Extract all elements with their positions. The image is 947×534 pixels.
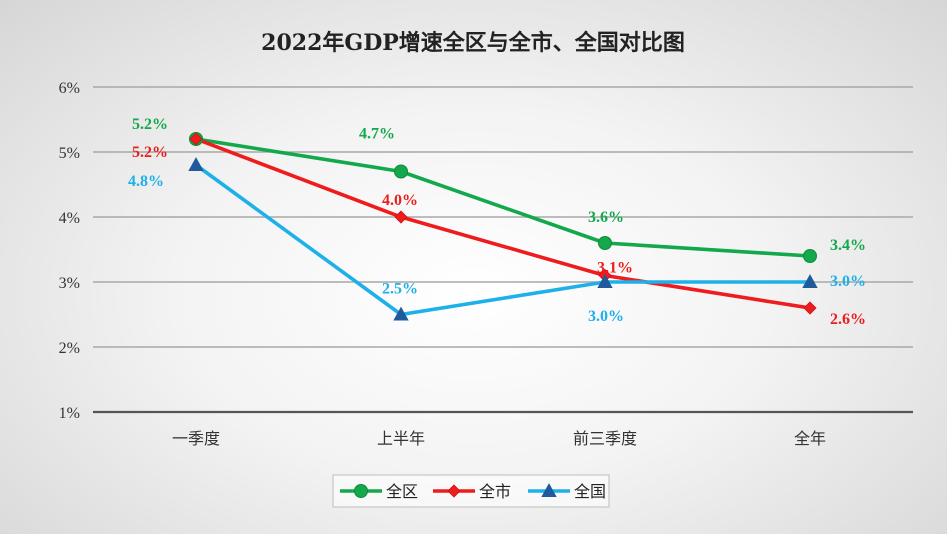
- marker-diamond: [447, 484, 461, 498]
- gridlines: [93, 86, 913, 414]
- y-tick-label: 5%: [59, 145, 80, 162]
- marker-triangle: [802, 274, 818, 289]
- y-tick-label: 4%: [59, 210, 80, 227]
- y-tick-label: 3%: [59, 275, 80, 292]
- data-label: 3.0%: [588, 308, 624, 325]
- data-label: 3.0%: [830, 273, 866, 290]
- marker-triangle: [541, 483, 557, 498]
- x-tick-label: 全年: [794, 429, 826, 448]
- series-line-3: [194, 163, 812, 317]
- legend-item: 全区: [340, 482, 418, 501]
- series-markers: [188, 132, 818, 321]
- legend-item: 全市: [433, 482, 511, 501]
- x-tick-label: 前三季度: [573, 429, 637, 448]
- x-tick-label: 上半年: [377, 429, 425, 448]
- data-label: 5.2%: [132, 144, 168, 161]
- data-labels: 5.2% 4.7% 3.6% 3.4% 5.2% 4.0% 3.1% 2.6% 4.8% 2.5%…: [128, 116, 866, 328]
- y-tick-label: 2%: [59, 340, 80, 357]
- data-label: 3.4%: [830, 237, 866, 254]
- marker-diamond: [189, 132, 203, 146]
- data-label: 4.7%: [359, 126, 395, 143]
- marker-triangle: [597, 274, 613, 289]
- y-axis-ticks: 1% 2% 3% 4% 5% 6%: [59, 80, 80, 422]
- marker-circle: [803, 249, 817, 263]
- series-lines: [194, 137, 812, 317]
- data-label: 4.0%: [382, 192, 418, 209]
- data-label: 2.5%: [382, 281, 418, 298]
- marker-triangle: [188, 157, 204, 172]
- series-line-1: [194, 137, 812, 258]
- legend-label: 全区: [386, 482, 418, 501]
- y-tick-label: 6%: [59, 80, 80, 97]
- legend-label: 全国: [574, 482, 606, 501]
- data-label: 4.8%: [128, 173, 164, 190]
- legend-item: 全国: [528, 482, 606, 501]
- series-line-2: [194, 137, 812, 310]
- legend-label: 全市: [479, 482, 511, 501]
- marker-circle: [394, 164, 408, 179]
- marker-diamond: [394, 210, 408, 224]
- data-label: 3.6%: [588, 209, 624, 226]
- y-tick-label: 1%: [59, 405, 80, 422]
- x-tick-label: 一季度: [172, 429, 220, 448]
- data-label: 2.6%: [830, 311, 866, 328]
- legend: 全区 全市 全国: [332, 474, 610, 508]
- data-label: 5.2%: [132, 116, 168, 133]
- marker-triangle: [393, 306, 409, 321]
- data-label: 3.1%: [597, 260, 633, 277]
- chart-title: 2022年GDP增速全区与全市、全国对比图: [261, 30, 685, 56]
- marker-circle: [354, 484, 368, 498]
- marker-diamond: [803, 301, 817, 315]
- x-axis-ticks: 一季度 上半年 前三季度 全年: [172, 429, 826, 448]
- marker-circle: [598, 236, 612, 250]
